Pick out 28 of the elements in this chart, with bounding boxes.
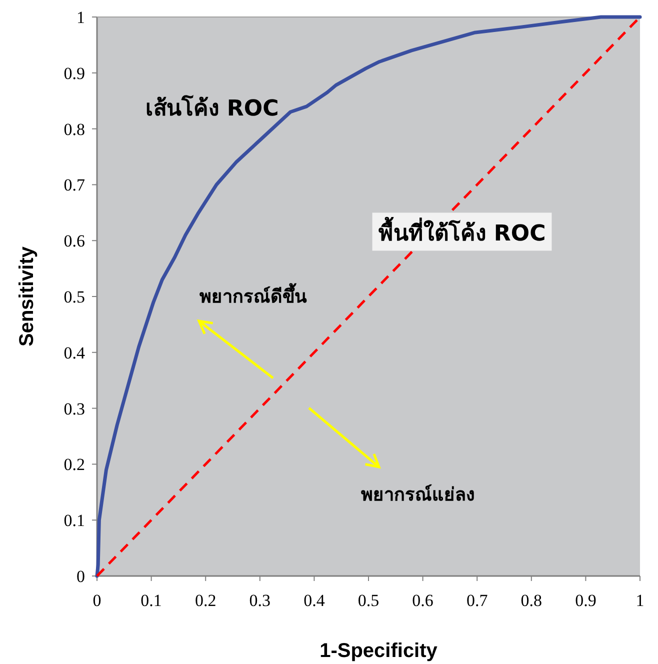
y-tick-label: 0.4 — [64, 343, 86, 362]
x-tick-label: 1 — [636, 591, 644, 610]
y-tick-label: 0.9 — [64, 64, 85, 83]
x-tick-label: 0.8 — [520, 591, 542, 610]
y-tick-label: 0 — [76, 567, 85, 586]
x-axis-title: 1-Specificity — [320, 640, 438, 662]
y-tick-label: 0.8 — [64, 120, 85, 139]
y-tick-label: 0.7 — [64, 176, 86, 195]
y-tick-label: 0.1 — [64, 511, 85, 530]
x-tick-label: 0.7 — [466, 591, 488, 610]
y-axis-title: Sensitivity — [16, 246, 38, 347]
annotation: พื้นที่ใต้โค้ง ROC — [378, 216, 546, 247]
x-tick-label: 0.4 — [304, 591, 326, 610]
x-tick-label: 0.5 — [358, 591, 380, 610]
annotation: เส้นโค้ง ROC — [145, 96, 279, 122]
y-tick-label: 0.2 — [64, 455, 85, 474]
annotation: พยากรณ์แย่ลง — [361, 484, 475, 506]
x-tick-label: 0.9 — [575, 591, 596, 610]
x-tick-label: 0.6 — [412, 591, 434, 610]
y-tick-label: 0.6 — [64, 232, 85, 251]
x-tick-label: 0.2 — [194, 591, 216, 610]
x-tick-label: 0.3 — [249, 591, 271, 610]
x-tick-label: 0 — [92, 591, 102, 610]
y-tick-label: 1 — [76, 8, 85, 27]
x-tick-label: 0.1 — [140, 591, 162, 610]
y-tick-label: 0.3 — [64, 399, 85, 418]
annotation: พื้นที่ใต้โค้ง ROC — [372, 212, 552, 251]
y-tick-label: 0.5 — [64, 288, 85, 306]
